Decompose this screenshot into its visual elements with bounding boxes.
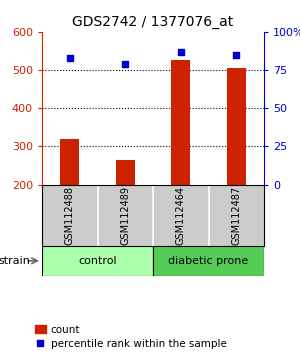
Bar — [171, 61, 190, 184]
Legend: count, percentile rank within the sample: count, percentile rank within the sample — [35, 325, 227, 349]
Bar — [60, 139, 80, 184]
Text: GSM112464: GSM112464 — [176, 185, 186, 245]
Text: GSM112489: GSM112489 — [120, 185, 130, 245]
Text: strain: strain — [0, 256, 30, 266]
Text: diabetic prone: diabetic prone — [168, 256, 249, 266]
Text: GSM112487: GSM112487 — [231, 185, 241, 245]
Bar — [42, 246, 153, 275]
Point — [234, 52, 239, 58]
Point — [123, 61, 128, 67]
Bar — [153, 246, 264, 275]
Point — [178, 49, 183, 55]
Title: GDS2742 / 1377076_at: GDS2742 / 1377076_at — [72, 16, 234, 29]
Point — [67, 55, 72, 61]
Text: GSM112488: GSM112488 — [65, 185, 75, 245]
Bar — [226, 68, 246, 184]
Bar — [116, 160, 135, 184]
Text: control: control — [78, 256, 117, 266]
